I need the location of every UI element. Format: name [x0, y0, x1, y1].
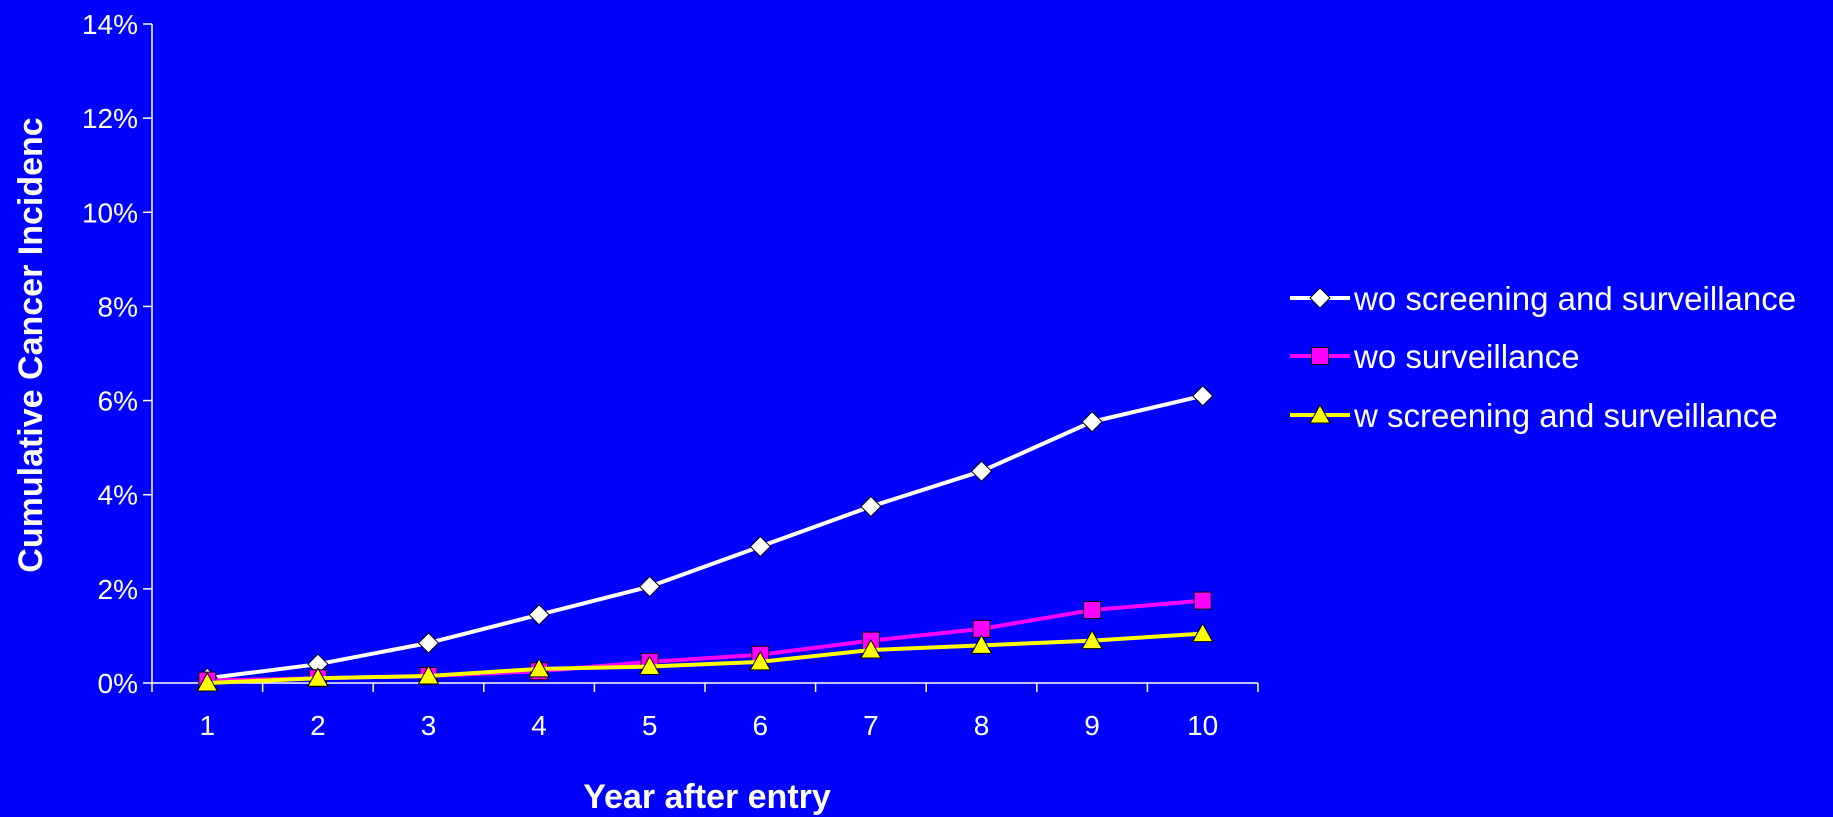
data-point: [638, 655, 661, 676]
x-tick-label: 6: [753, 710, 769, 741]
x-tick-label: 8: [974, 710, 990, 741]
y-tick-label: 14%: [82, 9, 138, 40]
data-point: [860, 639, 882, 659]
legend-item-3: w screening and surveillance: [1290, 397, 1778, 434]
legend-swatch-marker: [1309, 403, 1331, 424]
data-point: [417, 632, 440, 654]
y-tick-label: 0%: [98, 668, 138, 699]
data-point: [860, 495, 882, 518]
x-tick-label: 5: [642, 710, 658, 741]
x-tick-label: 9: [1084, 710, 1100, 741]
x-tick-label: 7: [863, 710, 879, 741]
data-point: [528, 657, 550, 678]
series-3: [196, 622, 1214, 692]
data-point: [528, 604, 550, 626]
legend-label: wo screening and surveillance: [1353, 280, 1796, 317]
y-axis: 0% 2% 4% 6% 8% 10% 12% 14%: [82, 9, 153, 699]
data-point: [970, 634, 993, 654]
y-tick-label: 2%: [98, 574, 138, 605]
y-tick-label: 8%: [98, 291, 138, 322]
legend-item-2: wo surveillance: [1290, 338, 1580, 375]
legend-label: w screening and surveillance: [1353, 397, 1778, 434]
y-tick-label: 6%: [98, 386, 138, 417]
y-tick-label: 12%: [82, 103, 138, 134]
x-tick-label: 4: [531, 710, 547, 741]
plot-area: [196, 385, 1214, 692]
data-point: [1191, 385, 1214, 407]
legend-swatch-marker: [1309, 287, 1331, 309]
data-point: [970, 460, 993, 482]
x-tick-label: 3: [421, 710, 437, 741]
series-line: [207, 393, 1204, 681]
y-axis-title: Cumulative Cancer Incidenc: [12, 117, 50, 572]
legend-item-1: wo screening and surveillance: [1290, 280, 1796, 317]
data-point: [417, 664, 440, 685]
x-axis-title: Year after entry: [583, 778, 831, 816]
y-tick-label: 4%: [98, 480, 138, 511]
data-point: [1081, 411, 1103, 433]
data-point: [749, 535, 772, 558]
data-point: [1193, 591, 1212, 610]
x-tick-label: 1: [200, 710, 216, 741]
legend-swatch-marker: [1311, 347, 1329, 365]
data-point: [196, 671, 219, 692]
data-point: [749, 650, 772, 671]
x-tick-label: 2: [310, 710, 326, 741]
y-tick-label: 10%: [82, 197, 138, 228]
data-point: [307, 667, 329, 687]
series-line: [207, 631, 1203, 685]
legend-label: wo surveillance: [1353, 338, 1580, 375]
data-point: [1083, 601, 1102, 620]
data-point: [638, 575, 661, 598]
data-point: [1081, 629, 1103, 650]
legend: wo screening and surveillance wo surveill…: [1290, 280, 1796, 434]
x-axis: 1 2 3 4 5 6 7 8 9 10: [151, 682, 1259, 741]
x-tick-label: 10: [1187, 710, 1218, 741]
data-point: [1191, 622, 1214, 643]
